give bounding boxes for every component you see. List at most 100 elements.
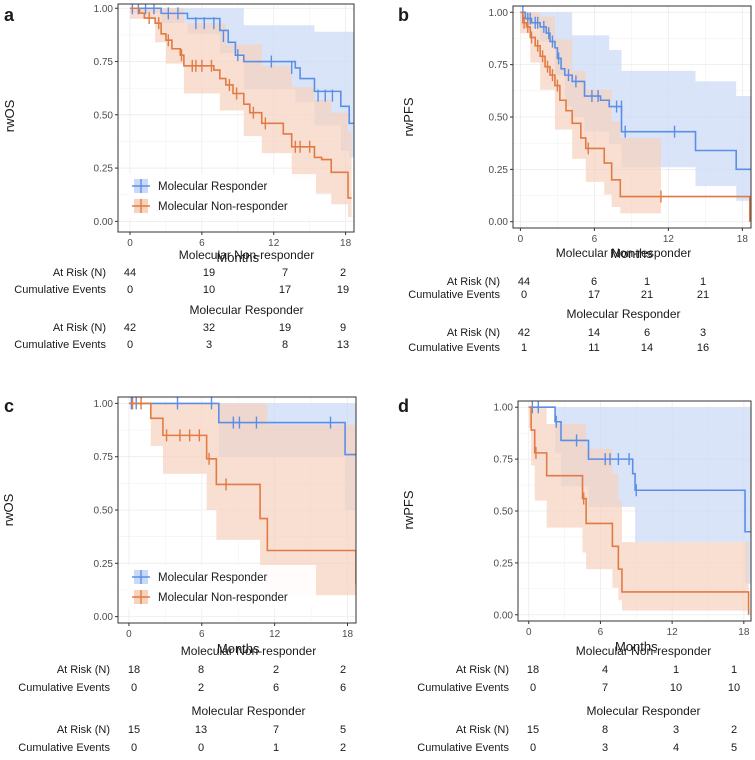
km-curve-nonresponder bbox=[129, 7, 352, 199]
panel-border bbox=[117, 3, 355, 233]
risk-row-label-at-risk: At Risk (N) bbox=[447, 276, 500, 288]
risk-at-risk-value: 6 bbox=[591, 276, 597, 288]
risk-cumulative-events-value: 0 bbox=[521, 289, 527, 301]
x-tick-label: 6 bbox=[592, 234, 598, 245]
risk-at-risk-value: 1 bbox=[644, 276, 650, 288]
x-axis-label: Months bbox=[216, 250, 259, 265]
risk-cumulative-events-value: 11 bbox=[588, 342, 599, 354]
risk-at-risk-value: 2 bbox=[340, 664, 346, 676]
risk-row-label-at-risk: At Risk (N) bbox=[53, 322, 106, 334]
risk-at-risk-value: 42 bbox=[518, 327, 530, 339]
y-tick-label: 1.00 bbox=[494, 403, 514, 414]
risk-at-risk-value: 7 bbox=[282, 267, 288, 279]
risk-at-risk-value: 32 bbox=[203, 322, 215, 334]
y-tick-label: 0.25 bbox=[489, 165, 509, 176]
risk-group-title: Molecular Non-responder bbox=[181, 644, 316, 658]
y-tick-label: 0.00 bbox=[494, 610, 514, 621]
plot-content bbox=[128, 397, 356, 611]
y-tick-label: 0.75 bbox=[489, 60, 509, 71]
risk-at-risk-value: 9 bbox=[340, 322, 346, 334]
risk-cumulative-events-value: 13 bbox=[337, 339, 349, 351]
risk-at-risk-value: 18 bbox=[128, 664, 140, 676]
x-tick-label: 18 bbox=[342, 629, 354, 640]
y-tick-label: 0.25 bbox=[94, 164, 114, 175]
risk-table: Molecular Non-responder At Risk (N) Cumula… bbox=[14, 248, 349, 351]
risk-cumulative-events-value: 0 bbox=[530, 682, 536, 694]
y-tick-label: 1.00 bbox=[94, 399, 114, 410]
x-tick-label: 0 bbox=[126, 629, 132, 640]
ci-band-responder bbox=[520, 12, 751, 201]
risk-at-risk-value: 7 bbox=[273, 724, 279, 736]
y-tick-label: 0.50 bbox=[494, 507, 514, 518]
risk-row-label-cumulative-events: Cumulative Events bbox=[417, 742, 509, 754]
x-tick-label: 12 bbox=[667, 627, 679, 638]
y-tick-label: 1.00 bbox=[94, 4, 114, 15]
legend-box bbox=[128, 565, 316, 609]
risk-at-risk-value: 18 bbox=[527, 664, 539, 676]
risk-cumulative-events-value: 0 bbox=[131, 742, 137, 754]
risk-at-risk-value: 44 bbox=[124, 267, 136, 279]
risk-cumulative-events-value: 0 bbox=[530, 742, 536, 754]
ci-band-nonresponder bbox=[520, 12, 661, 214]
x-tick-label: 18 bbox=[737, 234, 749, 245]
y-axis-label: rwPFS bbox=[401, 97, 416, 136]
x-tick-label: 12 bbox=[268, 238, 280, 249]
legend-box bbox=[128, 174, 316, 218]
y-tick-label: 0.00 bbox=[94, 612, 114, 623]
risk-cumulative-events-value: 8 bbox=[282, 339, 288, 351]
risk-row-label-cumulative-events: Cumulative Events bbox=[14, 284, 106, 296]
km-curve-nonresponder bbox=[128, 402, 356, 585]
x-tick-label: 0 bbox=[526, 627, 532, 638]
risk-cumulative-events-value: 19 bbox=[337, 284, 349, 296]
y-tick-label: 0.50 bbox=[94, 506, 114, 517]
ci-band-responder bbox=[129, 8, 354, 158]
x-tick-label: 6 bbox=[199, 238, 205, 249]
risk-group-title: Molecular Non-responder bbox=[556, 246, 691, 260]
legend-label: Molecular Non-responder bbox=[158, 592, 288, 604]
risk-group-title: Molecular Non-responder bbox=[179, 248, 314, 262]
ci-band-nonresponder bbox=[129, 8, 352, 218]
risk-group-title: Molecular Responder bbox=[191, 704, 305, 718]
risk-row-label-cumulative-events: Cumulative Events bbox=[408, 289, 500, 301]
plot-content bbox=[520, 6, 751, 222]
risk-at-risk-value: 15 bbox=[128, 724, 140, 736]
panel-c: c0.000.250.500.751.000 6 12 18MonthsrwOSMol… bbox=[1, 396, 357, 754]
risk-cumulative-events-value: 3 bbox=[206, 339, 212, 351]
y-tick-label: 0.75 bbox=[94, 57, 114, 68]
risk-row-label-at-risk: At Risk (N) bbox=[447, 327, 500, 339]
risk-row-label-at-risk: At Risk (N) bbox=[53, 267, 106, 279]
x-tick-label: 0 bbox=[518, 234, 524, 245]
plot-content bbox=[528, 401, 751, 615]
risk-at-risk-value: 15 bbox=[527, 724, 539, 736]
x-tick-label: 0 bbox=[127, 238, 133, 249]
risk-cumulative-events-value: 0 bbox=[127, 284, 133, 296]
risk-at-risk-value: 1 bbox=[673, 664, 679, 676]
legend: Molecular Responder Molecular Non-respond… bbox=[128, 565, 316, 609]
risk-at-risk-value: 19 bbox=[279, 322, 291, 334]
risk-at-risk-value: 2 bbox=[340, 267, 346, 279]
risk-cumulative-events-value: 7 bbox=[602, 682, 608, 694]
x-axis-label: Months bbox=[615, 639, 658, 654]
km-curve-nonresponder bbox=[520, 11, 751, 222]
y-tick-label: 0.00 bbox=[94, 217, 114, 228]
x-axis-label: Months bbox=[217, 641, 260, 656]
risk-row-label-at-risk: At Risk (N) bbox=[456, 724, 509, 736]
y-tick-label: 0.25 bbox=[494, 558, 514, 569]
panel-b: b 0.00 0.25 0.50 0.75 1.00 0 6 12 18 Months rwPFS Mo… bbox=[398, 5, 752, 354]
risk-cumulative-events-value: 1 bbox=[273, 742, 279, 754]
risk-cumulative-events-value: 1 bbox=[521, 342, 527, 354]
legend: Molecular Responder Molecular Non-respond… bbox=[128, 174, 316, 218]
y-tick-label: 0.75 bbox=[94, 452, 114, 463]
y-tick-label: 0.00 bbox=[489, 217, 509, 228]
y-tick-label: 0.50 bbox=[94, 110, 114, 121]
risk-cumulative-events-value: 5 bbox=[731, 742, 737, 754]
risk-cumulative-events-value: 21 bbox=[697, 289, 709, 301]
panel-letter: c bbox=[4, 396, 14, 416]
x-tick-label: 6 bbox=[598, 627, 604, 638]
risk-cumulative-events-value: 10 bbox=[728, 682, 740, 694]
x-tick-label: 18 bbox=[340, 238, 352, 249]
